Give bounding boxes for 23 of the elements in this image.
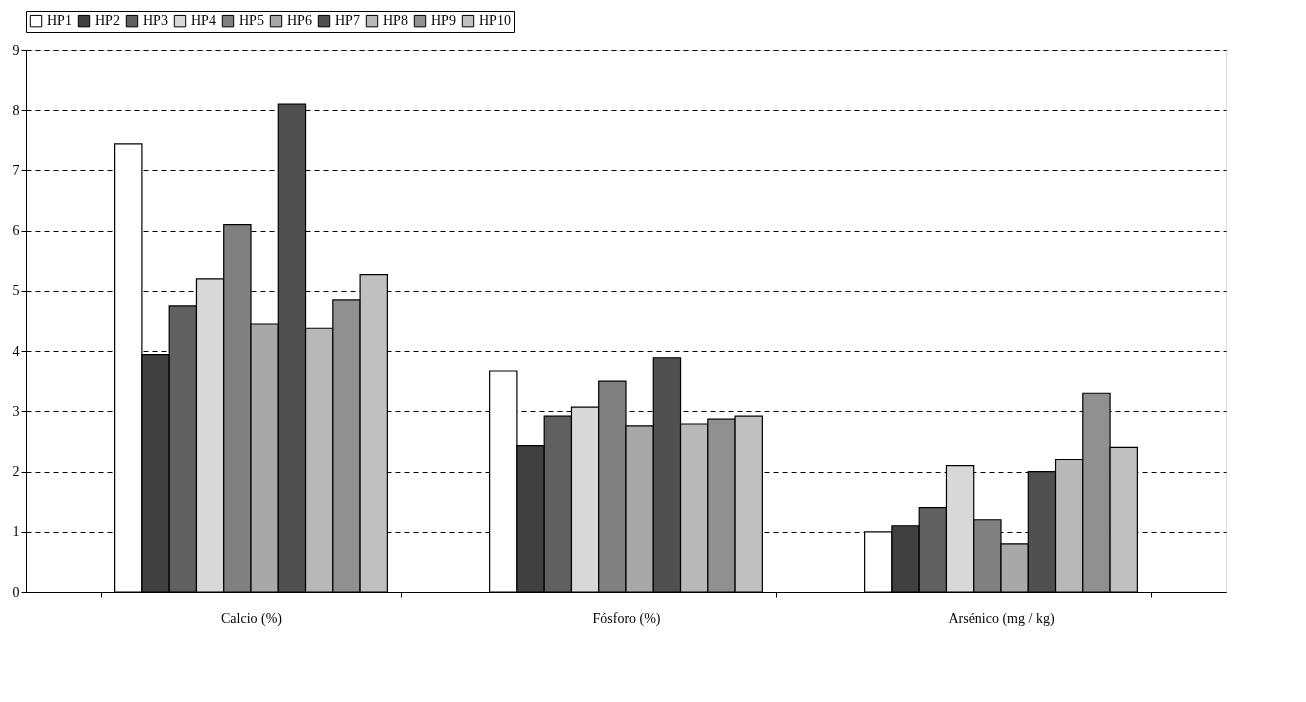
legend-label: HP5	[239, 13, 264, 29]
y-tick-label: 8	[12, 102, 20, 118]
x-tick-label: Arsénico (mg / kg)	[948, 610, 1055, 627]
x-tick-label: Calcio (%)	[220, 610, 283, 627]
legend-label: HP2	[95, 13, 120, 29]
legend-label: HP10	[479, 13, 511, 29]
y-tick-label: 7	[12, 162, 20, 178]
legend-label: HP8	[383, 13, 408, 29]
y-tick-label: 0	[12, 584, 20, 600]
legend-label: HP1	[47, 13, 72, 29]
legend-label: HP7	[335, 13, 360, 29]
legend-label: HP4	[191, 13, 216, 29]
legend-label: HP6	[287, 13, 312, 29]
y-tick-label: 4	[12, 343, 20, 359]
legend-label: HP9	[431, 13, 456, 29]
legend-label: HP3	[143, 13, 168, 29]
y-tick-label: 5	[12, 283, 20, 299]
y-tick-label: 2	[12, 464, 20, 480]
y-tick-label: 6	[12, 223, 20, 239]
y-tick-label: 9	[12, 42, 20, 58]
y-tick-label: 1	[12, 524, 20, 540]
y-tick-label: 3	[12, 403, 20, 419]
x-tick-label: Fósforo (%)	[592, 610, 661, 627]
